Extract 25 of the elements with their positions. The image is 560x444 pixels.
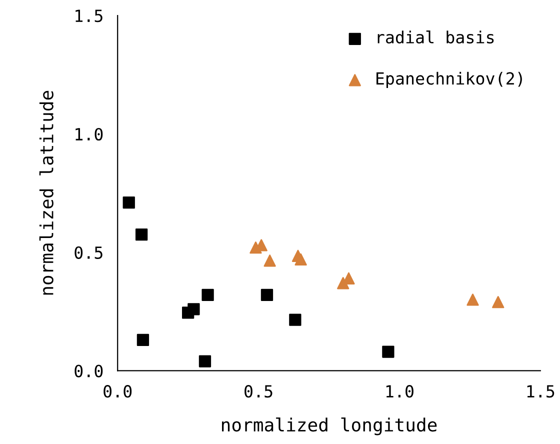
y-tick-label: 0.0 xyxy=(74,364,103,378)
point xyxy=(198,355,212,368)
y-tick-label: 0.5 xyxy=(74,246,102,259)
legend-label: radial basis xyxy=(378,30,494,44)
point xyxy=(188,303,200,316)
point xyxy=(202,288,214,302)
point xyxy=(466,294,479,306)
point xyxy=(289,314,302,326)
x-tick-label: 0.0 xyxy=(104,385,132,398)
point xyxy=(492,296,504,308)
x-tick-label: 0.5 xyxy=(244,385,272,398)
x-tick-label: 1.0 xyxy=(386,385,414,398)
x-tick-label: 1.5 xyxy=(527,385,554,398)
y-axis-title: normalized latitude xyxy=(39,90,54,295)
x-axis-title: normalized longitude xyxy=(222,418,437,436)
point xyxy=(136,334,150,346)
y-tick-label: 1.5 xyxy=(76,10,102,22)
point xyxy=(294,253,307,266)
point xyxy=(260,288,274,302)
point xyxy=(264,254,276,267)
point xyxy=(135,228,148,241)
point xyxy=(122,196,135,209)
legend-label: Epanechnikov(2) xyxy=(376,72,522,88)
point xyxy=(382,346,394,358)
y-tick-label: 1.0 xyxy=(76,128,103,141)
